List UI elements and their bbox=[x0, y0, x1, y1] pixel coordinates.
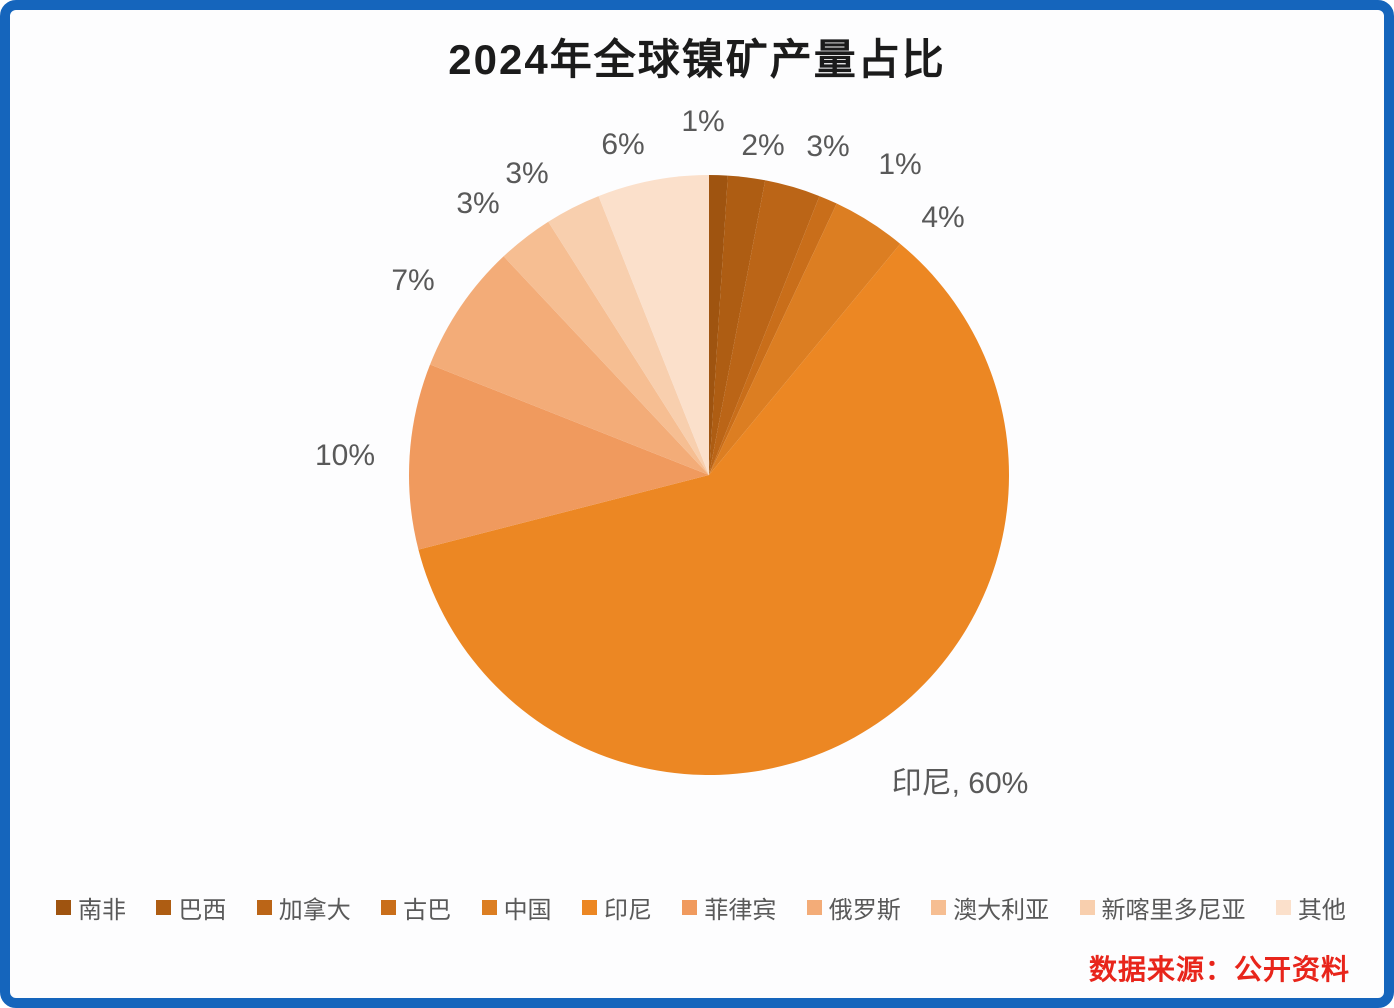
legend-item-巴西: 巴西 bbox=[156, 890, 226, 925]
legend-swatch-icon bbox=[56, 900, 71, 915]
legend-item-中国: 中国 bbox=[481, 890, 552, 925]
legend-label: 南非 bbox=[78, 897, 126, 924]
legend-label: 加拿大 bbox=[278, 897, 351, 924]
legend-label: 巴西 bbox=[178, 897, 227, 924]
legend-swatch-icon bbox=[1079, 900, 1095, 915]
legend-swatch-icon bbox=[481, 900, 497, 915]
pie-slice-中国 bbox=[709, 203, 901, 476]
pie-slice-古巴 bbox=[709, 196, 837, 475]
legend-item-古巴: 古巴 bbox=[381, 890, 451, 925]
pie-slice-加拿大 bbox=[709, 180, 820, 475]
pie-slice-南非 bbox=[709, 174, 728, 475]
legend-label: 印尼 bbox=[603, 897, 652, 924]
legend-label: 中国 bbox=[503, 897, 552, 924]
chart-title: 2024年全球镍矿产量占比 bbox=[448, 36, 946, 83]
legend-swatch-icon bbox=[581, 900, 597, 915]
legend-swatch-icon bbox=[381, 900, 397, 915]
legend-label: 菲律宾 bbox=[704, 897, 777, 924]
legend-item-俄罗斯: 俄罗斯 bbox=[806, 890, 901, 925]
legend-item-菲律宾: 菲律宾 bbox=[682, 890, 776, 925]
legend-label: 俄罗斯 bbox=[828, 897, 901, 924]
pie-slice-新喀里多尼亚 bbox=[548, 196, 709, 475]
legend-swatch-icon bbox=[682, 900, 698, 915]
pie-chart bbox=[409, 174, 1010, 776]
legend-label: 古巴 bbox=[403, 897, 452, 924]
legend-swatch-icon bbox=[256, 900, 272, 915]
legend-swatch-icon bbox=[156, 900, 172, 915]
legend-swatch-icon bbox=[931, 900, 947, 915]
legend-label: 澳大利亚 bbox=[953, 897, 1050, 924]
legend-item-新喀里多尼亚: 新喀里多尼亚 bbox=[1079, 890, 1246, 925]
legend-swatch-icon bbox=[806, 900, 822, 915]
pie-slice-菲律宾 bbox=[409, 364, 709, 550]
legend-item-印尼: 印尼 bbox=[581, 890, 652, 925]
legend-item-加拿大: 加拿大 bbox=[256, 890, 351, 925]
legend-item-其他: 其他 bbox=[1275, 890, 1346, 925]
chart-legend: 南非 巴西 加拿大 古巴 中国 印尼 菲律宾 俄罗斯 澳大利亚 新喀里多尼亚 其他 bbox=[56, 890, 1346, 925]
legend-label: 新喀里多尼亚 bbox=[1101, 897, 1246, 924]
legend-swatch-icon bbox=[1275, 900, 1291, 915]
legend-item-南非: 南非 bbox=[56, 890, 126, 925]
pie-slice-巴西 bbox=[709, 175, 766, 475]
pie-slice-澳大利亚 bbox=[503, 221, 709, 475]
data-source-note: 数据来源：公开资料 bbox=[1088, 954, 1350, 985]
legend-label: 其他 bbox=[1297, 897, 1346, 924]
pie-slice-印尼 bbox=[418, 243, 1010, 776]
pie-slice-俄罗斯 bbox=[430, 256, 709, 475]
pie-slice-其他 bbox=[598, 175, 709, 475]
legend-item-澳大利亚: 澳大利亚 bbox=[931, 890, 1049, 925]
